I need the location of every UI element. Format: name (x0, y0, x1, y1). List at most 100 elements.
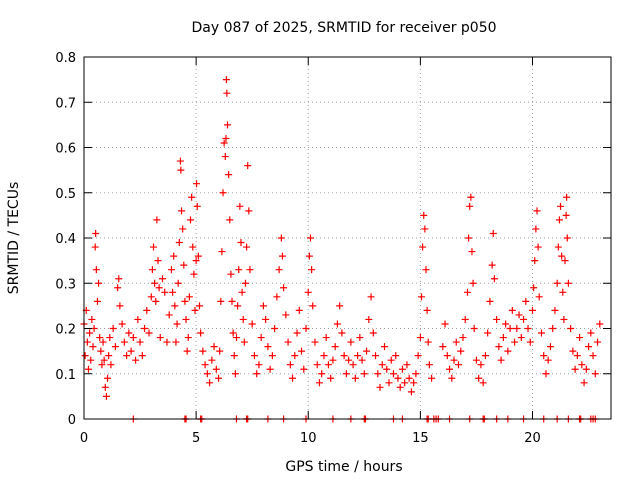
plot-frame (83, 56, 612, 420)
x-tick-label: 0 (80, 431, 88, 446)
data-point (495, 343, 503, 351)
data-point (530, 284, 538, 292)
data-point (513, 325, 521, 332)
data-point (190, 270, 198, 278)
data-point (477, 361, 485, 369)
data-point (83, 338, 91, 346)
data-point (241, 279, 249, 287)
data-point (596, 320, 604, 328)
data-point (275, 266, 283, 274)
data-point (221, 153, 229, 161)
data-point (559, 288, 567, 296)
data-point (217, 297, 225, 305)
data-point (412, 370, 420, 378)
x-tick-label: 20 (524, 431, 541, 446)
data-point (114, 284, 122, 292)
y-tick-label: 0.4 (55, 232, 76, 247)
data-point (529, 306, 537, 314)
data-point (508, 306, 516, 314)
data-point (320, 352, 328, 360)
y-tick-label: 0.6 (55, 142, 76, 157)
data-point (222, 134, 230, 142)
data-point (194, 252, 202, 260)
data-point (466, 202, 474, 210)
data-point (389, 370, 397, 378)
data-point (199, 347, 207, 355)
data-point (150, 243, 158, 251)
data-point (81, 352, 89, 360)
data-point (561, 257, 569, 265)
data-point (511, 338, 519, 346)
data-point (470, 325, 478, 332)
data-point (248, 320, 256, 328)
data-point (215, 374, 223, 382)
data-point (138, 352, 146, 360)
data-point (420, 211, 428, 219)
data-point (86, 329, 94, 337)
data-point (428, 374, 436, 382)
data-point (134, 315, 142, 323)
data-point (156, 334, 164, 342)
data-point (443, 352, 451, 360)
data-point (396, 383, 404, 391)
y-tick-label: 0.5 (55, 187, 76, 202)
data-point (551, 306, 559, 314)
data-point (201, 361, 209, 369)
data-point (419, 243, 427, 251)
data-point (306, 234, 314, 242)
data-point (250, 352, 258, 360)
data-point (266, 365, 274, 373)
data-point (555, 216, 563, 224)
data-point (324, 361, 332, 369)
data-point (322, 334, 330, 342)
data-point (383, 365, 391, 373)
data-point (486, 297, 494, 305)
data-point (378, 361, 386, 369)
data-point (392, 352, 400, 360)
data-point (493, 315, 501, 323)
data-point (111, 343, 119, 351)
data-point (309, 302, 317, 310)
data-point (280, 284, 288, 292)
data-point (589, 352, 597, 360)
data-point (304, 288, 312, 296)
data-point (497, 356, 505, 364)
data-point (271, 325, 279, 332)
data-point (93, 297, 101, 305)
data-point (155, 284, 163, 292)
data-point (183, 347, 191, 355)
data-point (220, 139, 228, 147)
data-markers (80, 76, 604, 400)
data-point (338, 329, 346, 337)
data-point (210, 343, 218, 351)
data-point (502, 320, 510, 328)
data-point (587, 329, 595, 337)
data-point (123, 352, 131, 360)
data-point (228, 297, 236, 305)
data-point (333, 320, 341, 328)
data-point (594, 338, 602, 346)
data-point (240, 338, 248, 346)
data-point (132, 356, 140, 364)
data-point (469, 279, 477, 287)
data-point (410, 379, 418, 387)
data-point (582, 365, 590, 373)
data-point (171, 302, 179, 310)
data-point (167, 266, 175, 274)
data-point (212, 365, 220, 373)
data-point (354, 352, 362, 360)
data-point (226, 216, 234, 224)
data-point (177, 166, 185, 174)
data-point (181, 297, 189, 305)
data-point (558, 252, 566, 260)
data-point (106, 334, 114, 342)
y-tick-label: 0.2 (55, 323, 76, 338)
x-tick-label: 10 (300, 431, 317, 446)
data-point (175, 239, 183, 247)
data-point (109, 325, 117, 332)
data-point (169, 288, 177, 296)
data-point (151, 279, 159, 287)
data-point (564, 279, 572, 287)
data-point (125, 329, 133, 337)
data-point (560, 315, 568, 323)
